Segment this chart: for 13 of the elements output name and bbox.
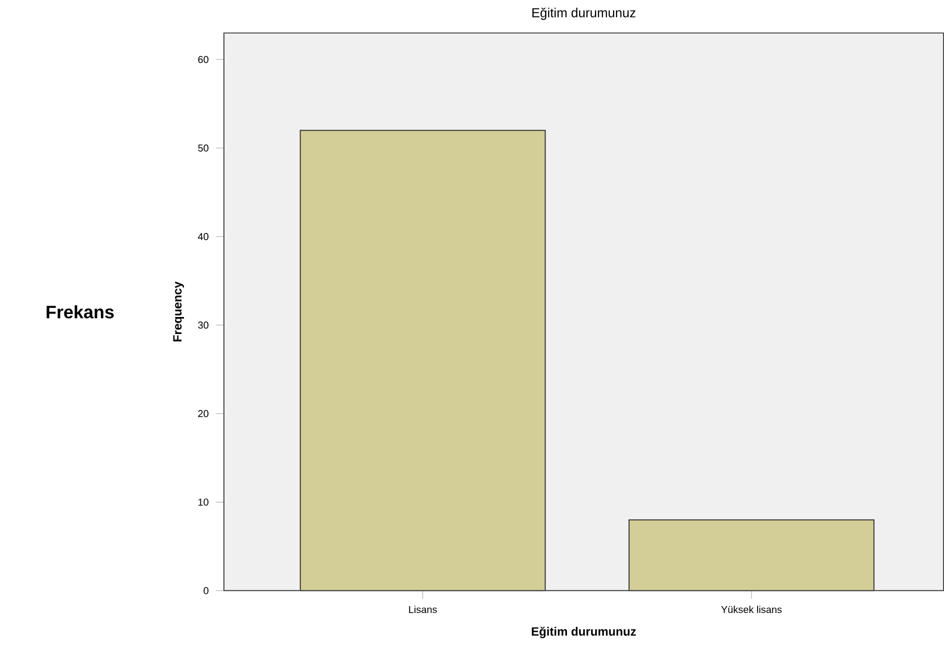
- text: Frekans: [46, 305, 114, 319]
- x-axis-title: Eğitim durumunuz: [532, 626, 636, 638]
- y-tick-label: 50: [198, 144, 208, 152]
- y-tick-label: 40: [198, 233, 208, 240]
- y-axis-title: Frequency: [173, 282, 184, 342]
- y-tick-label: 10: [198, 498, 208, 506]
- y-tick-label: 0: [204, 587, 208, 594]
- y-tick-label: 20: [198, 410, 208, 418]
- x-tick-label: Lisans: [409, 606, 437, 614]
- y-tick-label: 60: [198, 56, 208, 64]
- y-tick-label: 30: [198, 322, 208, 329]
- x-tick-label: Yüksek lisans: [721, 606, 782, 614]
- chart-title: Eğitim durumunuz: [532, 8, 636, 20]
